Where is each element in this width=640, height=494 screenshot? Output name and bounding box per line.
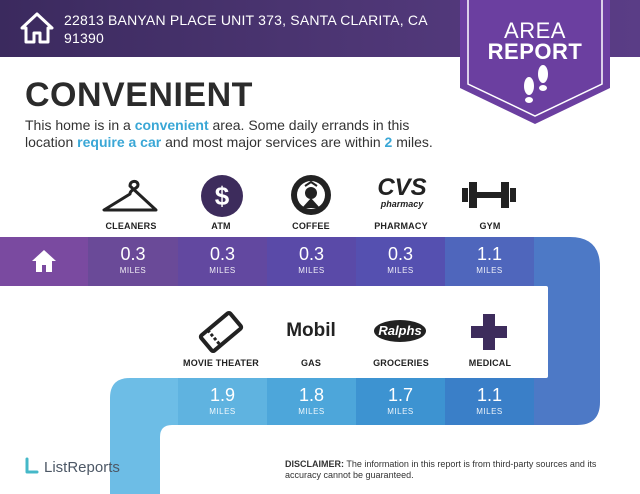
distance-atm: 0.3 MILES [178, 237, 267, 286]
dollar-icon: $ [201, 175, 243, 217]
distance-gas: 1.8 MILES [267, 378, 356, 425]
cvs-icon: CVS pharmacy [377, 174, 427, 210]
listreports-logo: ListReports [44, 459, 120, 476]
house-icon [20, 12, 54, 44]
label-groceries: GROCERIES [373, 358, 429, 368]
disclaimer: DISCLAIMER: The information in this repo… [285, 459, 597, 480]
distance-groceries: 1.7 MILES [356, 378, 445, 425]
label-pharmacy: PHARMACY [374, 221, 428, 231]
label-movie-theater: MOVIE THEATER [183, 358, 259, 368]
svg-text:$: $ [215, 181, 230, 211]
home-marker-icon [32, 250, 56, 272]
distance-medical: 1.1 MILES [445, 378, 534, 425]
distance-gym: 1.1 MILES [445, 237, 534, 286]
starbucks-icon [291, 175, 331, 215]
label-gym: GYM [479, 221, 501, 231]
distance-pharmacy: 0.3 MILES [356, 237, 445, 286]
ralphs-icon: Ralphs [374, 320, 426, 342]
property-address: 22813 BANYAN PLACE UNIT 373, SANTA CLARI… [64, 12, 427, 46]
label-medical: MEDICAL [468, 358, 512, 368]
footprints-icon [524, 65, 548, 103]
label-gas: GAS [300, 358, 322, 368]
ticket-icon [198, 310, 244, 354]
summary-text: This home is in a convenient area. Some … [25, 117, 433, 150]
mobil-icon: Mobil [286, 320, 336, 341]
hanger-icon [102, 179, 158, 212]
distance-coffee: 0.3 MILES [267, 237, 356, 286]
route-band [110, 237, 600, 494]
badge-title-report: REPORT [487, 39, 583, 64]
label-coffee: COFFEE [292, 221, 330, 231]
dumbbell-icon [462, 182, 516, 208]
distance-cleaners: 0.3 MILES [88, 237, 178, 286]
distance-movie-theater: 1.9 MILES [178, 378, 267, 425]
medical-cross-icon [471, 314, 507, 350]
page-title: CONVENIENT [25, 76, 253, 114]
home-cell [0, 237, 88, 286]
listreports-logo-icon [25, 457, 39, 474]
label-atm: ATM [211, 221, 231, 231]
badge-title-area: AREA [504, 18, 566, 43]
label-cleaners: CLEANERS [105, 221, 157, 231]
area-report-badge [460, 0, 610, 124]
